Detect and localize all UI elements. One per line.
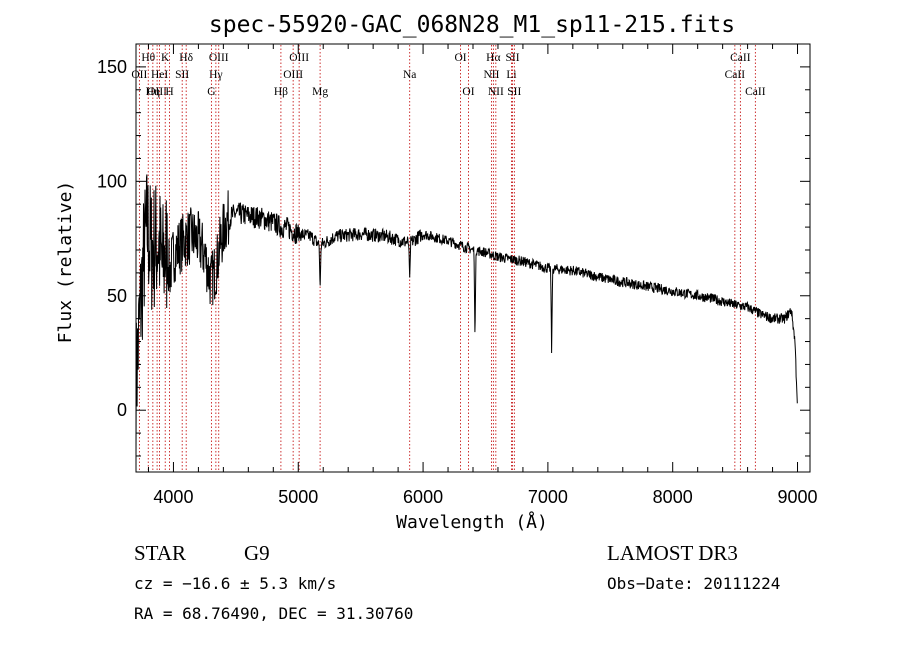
line-label-15: Mg	[312, 86, 328, 98]
x-tick-label-5: 9000	[777, 487, 817, 507]
line-label-9: OIII	[209, 52, 229, 64]
line-label-27: CaII	[745, 86, 766, 98]
spectrum-series	[135, 174, 798, 457]
spectrum-line	[135, 174, 798, 457]
line-label-26: CaII	[725, 69, 746, 81]
line-label-13: OIII	[289, 52, 309, 64]
chart-title: spec-55920-GAC_068N28_M1_sp11-215.fits	[209, 12, 735, 38]
y-axis-label: Flux (relative)	[55, 181, 76, 344]
object-class: STAR	[134, 541, 186, 565]
line-label-20: NII	[483, 69, 499, 81]
line-label-24: SII	[507, 86, 521, 98]
line-label-3: Hη	[146, 86, 160, 98]
line-label-21: NII	[488, 86, 504, 98]
line-label-14: OIII	[283, 69, 303, 81]
line-label-8: SII	[175, 69, 189, 81]
object-subclass: G9	[244, 541, 270, 565]
line-label-18: OI	[462, 86, 474, 98]
line-label-19: Hα	[486, 52, 500, 64]
line-label-10: Hγ	[209, 69, 222, 81]
coordinates: RA = 68.76490, DEC = 31.30760	[134, 604, 413, 623]
plot-frame	[135, 43, 811, 473]
line-label-12: Hβ	[274, 86, 288, 98]
line-label-1: OII	[131, 69, 147, 81]
line-label-4: K	[161, 52, 170, 64]
line-label-6: H	[165, 86, 173, 98]
y-tick-label-2: 100	[97, 171, 127, 191]
y-tick-label-3: 150	[97, 57, 127, 77]
x-tick-label-4: 8000	[653, 487, 693, 507]
line-label-0: Hθ	[141, 52, 155, 64]
line-label-5: HeI	[151, 69, 168, 81]
line-label-17: OI	[454, 52, 466, 64]
line-label-25: CaII	[730, 52, 751, 64]
redshift-text: cz = −16.6 ± 5.3 km/s	[134, 574, 336, 593]
x-tick-label-3: 7000	[528, 487, 568, 507]
line-label-23: Li	[506, 69, 516, 81]
line-label-22: SII	[506, 52, 520, 64]
x-tick-label-0: 4000	[153, 487, 193, 507]
y-tick-label-1: 50	[107, 286, 127, 306]
line-label-11: G	[207, 86, 215, 98]
line-label-7: Hδ	[179, 52, 193, 64]
line-label-2: OIII	[147, 86, 167, 98]
survey-name: LAMOST DR3	[607, 541, 738, 565]
obs-date: Obs−Date: 20111224	[607, 574, 780, 593]
axis-ticks: 4000 5000 6000 7000 8000 9000 0 50 100 150	[97, 44, 818, 507]
x-tick-label-2: 6000	[403, 487, 443, 507]
line-label-16: Na	[403, 69, 416, 81]
y-tick-label-0: 0	[117, 400, 127, 420]
x-tick-label-1: 5000	[278, 487, 318, 507]
x-axis-label: Wavelength (Å)	[396, 511, 548, 533]
